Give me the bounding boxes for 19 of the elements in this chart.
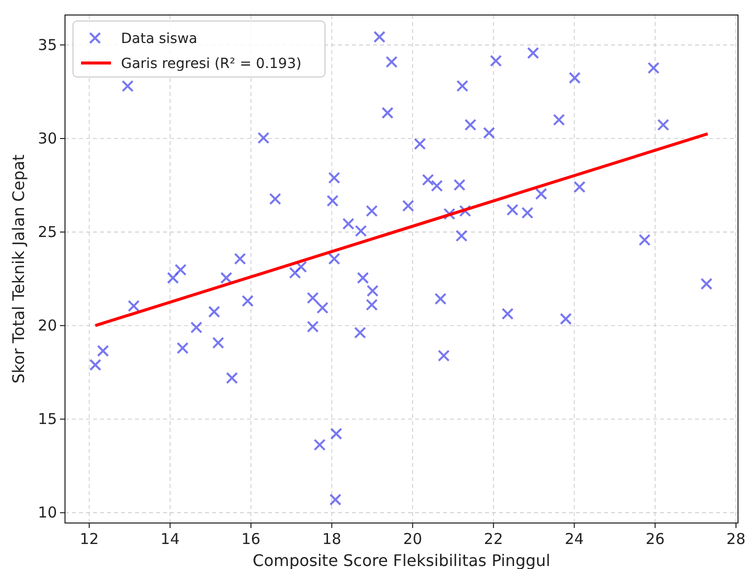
- x-tick-label: 24: [564, 530, 584, 548]
- x-tick-label: 20: [403, 530, 422, 548]
- legend-label: Data siswa: [121, 31, 198, 47]
- y-tick-label: 15: [38, 410, 57, 428]
- x-tick-label: 18: [322, 530, 342, 548]
- x-tick-label: 22: [484, 530, 504, 548]
- y-tick-label: 10: [38, 504, 57, 522]
- x-tick-label: 16: [241, 530, 260, 548]
- x-axis-title: Composite Score Fleksibilitas Pinggul: [252, 551, 550, 569]
- y-axis-title: Skor Total Teknik Jalan Cepat: [9, 154, 28, 384]
- x-tick-label: 28: [726, 530, 746, 548]
- y-tick-label: 30: [38, 129, 57, 148]
- x-tick-label: 26: [646, 530, 665, 548]
- x-tick-label: 12: [80, 530, 99, 548]
- y-tick-label: 25: [38, 223, 57, 242]
- x-tick-label: 14: [160, 530, 180, 548]
- y-tick-label: 20: [38, 316, 57, 335]
- y-tick-label: 35: [38, 36, 57, 54]
- legend-label: Garis regresi (R² = 0.193): [121, 56, 302, 72]
